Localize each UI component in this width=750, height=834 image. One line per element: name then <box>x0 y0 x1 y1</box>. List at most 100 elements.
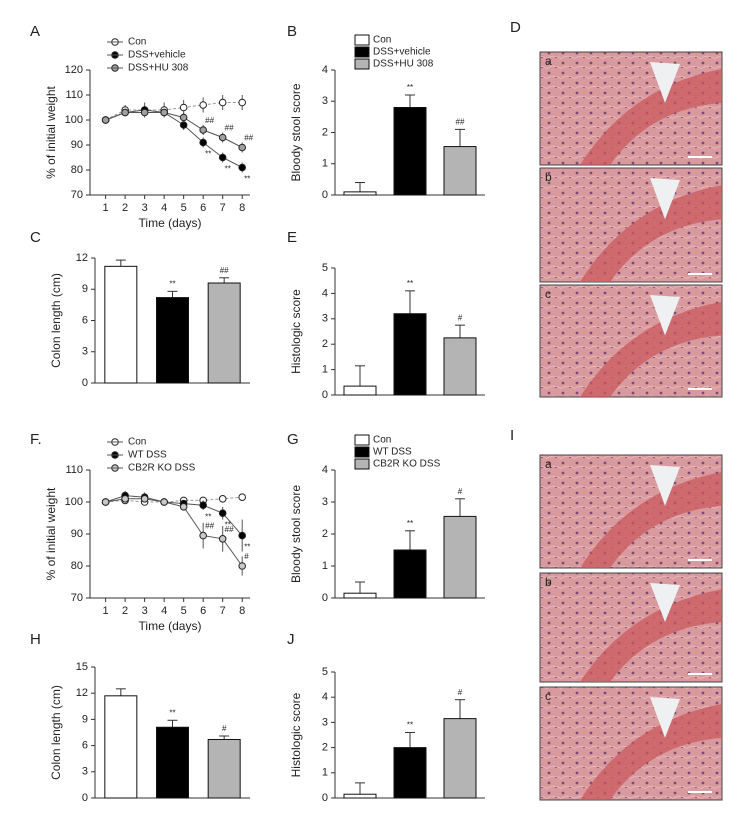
y-tick-label: 3 <box>322 496 328 508</box>
legend-label: CB2R KO DSS <box>373 459 441 470</box>
significance: ** <box>169 279 175 288</box>
lumen <box>650 295 680 336</box>
bar <box>207 282 241 384</box>
scale-bar <box>688 273 712 275</box>
y-tick-label: 100 <box>65 114 83 126</box>
scale-bar <box>688 559 712 561</box>
tissue-fold <box>580 703 722 800</box>
legend-label: DSS+HU 308 <box>128 63 189 74</box>
significance: ** <box>225 165 231 174</box>
bar <box>343 592 377 599</box>
x-tick-label: 7 <box>220 605 226 617</box>
micrograph-label: a <box>545 457 552 471</box>
y-tick-label: 70 <box>71 592 83 604</box>
point <box>218 495 227 503</box>
x-tick-label: 8 <box>239 202 245 214</box>
y-axis-label: Histologic score <box>289 692 303 777</box>
y-tick-label: 2 <box>322 338 328 350</box>
panel-label: I <box>510 427 514 444</box>
point <box>238 143 246 152</box>
significance: # <box>458 313 463 322</box>
bar <box>156 726 189 799</box>
panel-label: C <box>30 229 41 246</box>
bar <box>443 718 477 799</box>
y-tick-label: 6 <box>82 740 88 752</box>
x-tick-label: 6 <box>200 605 206 617</box>
x-tick-label: 7 <box>220 202 226 214</box>
legend-label: Con <box>128 37 146 48</box>
y-axis-label: Bloody stool score <box>289 83 303 181</box>
lumen <box>650 583 680 623</box>
y-tick-label: 3 <box>82 346 88 358</box>
tissue-fold <box>580 471 722 568</box>
point <box>218 133 227 142</box>
x-tick-label: 3 <box>142 202 148 214</box>
bar <box>343 385 377 396</box>
micrograph-label: b <box>545 170 552 184</box>
point <box>199 531 207 540</box>
x-tick-label: 8 <box>239 605 245 617</box>
series-line <box>105 498 243 567</box>
legend-label: Con <box>373 35 391 46</box>
bar <box>443 337 477 396</box>
significance: ## <box>220 266 229 275</box>
y-tick-label: 12 <box>76 252 88 264</box>
tissue-fold <box>580 185 722 282</box>
y-tick-label: 1 <box>322 767 328 779</box>
point <box>218 509 227 518</box>
legend-swatch <box>354 46 370 58</box>
tissue-fold <box>580 589 722 682</box>
y-tick-label: 90 <box>71 528 83 540</box>
panel-label: D <box>510 19 521 36</box>
legend-label: DSS+HU 308 <box>373 59 434 70</box>
x-axis-label: Time (days) <box>139 216 202 230</box>
y-axis-label: Bloody stool score <box>289 485 303 583</box>
significance: ** <box>407 519 413 528</box>
y-tick-label: 1 <box>322 560 328 572</box>
y-tick-label: 0 <box>322 792 328 804</box>
bar <box>104 265 138 384</box>
scale-bar <box>688 673 712 675</box>
lumen <box>650 62 680 103</box>
bar <box>443 515 477 599</box>
significance: ## <box>456 117 465 126</box>
y-tick-label: 2 <box>322 742 328 754</box>
y-tick-label: 0 <box>322 592 328 604</box>
bar <box>443 146 477 196</box>
point <box>101 116 110 124</box>
legend-swatch <box>354 446 370 458</box>
significance: ** <box>244 543 250 552</box>
bar <box>156 297 189 384</box>
significance: ** <box>205 150 211 159</box>
micrograph-label: c <box>545 689 551 703</box>
significance: # <box>244 552 249 561</box>
scale-bar <box>688 156 712 158</box>
lumen <box>650 178 680 220</box>
micrograph-label: a <box>545 54 552 68</box>
y-tick-label: 110 <box>65 89 83 101</box>
point <box>179 121 188 129</box>
y-tick-label: 9 <box>82 713 88 725</box>
lumen <box>650 697 680 738</box>
significance: ** <box>244 175 250 184</box>
y-tick-label: 80 <box>71 164 83 176</box>
point <box>121 495 129 503</box>
panel-label: H <box>30 631 41 648</box>
legend-label: DSS+vehicle <box>128 50 186 61</box>
y-axis-label: Colon length (cm) <box>49 273 63 368</box>
significance: ## <box>205 522 214 531</box>
point <box>179 103 188 112</box>
y-axis-label: Colon length (cm) <box>49 685 63 780</box>
significance: ## <box>205 116 214 125</box>
legend-swatch <box>354 34 370 46</box>
y-tick-label: 0 <box>82 377 88 389</box>
y-tick-label: 4 <box>322 464 328 476</box>
point <box>238 98 246 107</box>
significance: ** <box>225 520 231 529</box>
y-tick-label: 0 <box>322 189 328 201</box>
point <box>238 163 246 172</box>
bar <box>207 738 241 799</box>
series-line <box>105 112 243 148</box>
x-tick-label: 1 <box>103 605 109 617</box>
